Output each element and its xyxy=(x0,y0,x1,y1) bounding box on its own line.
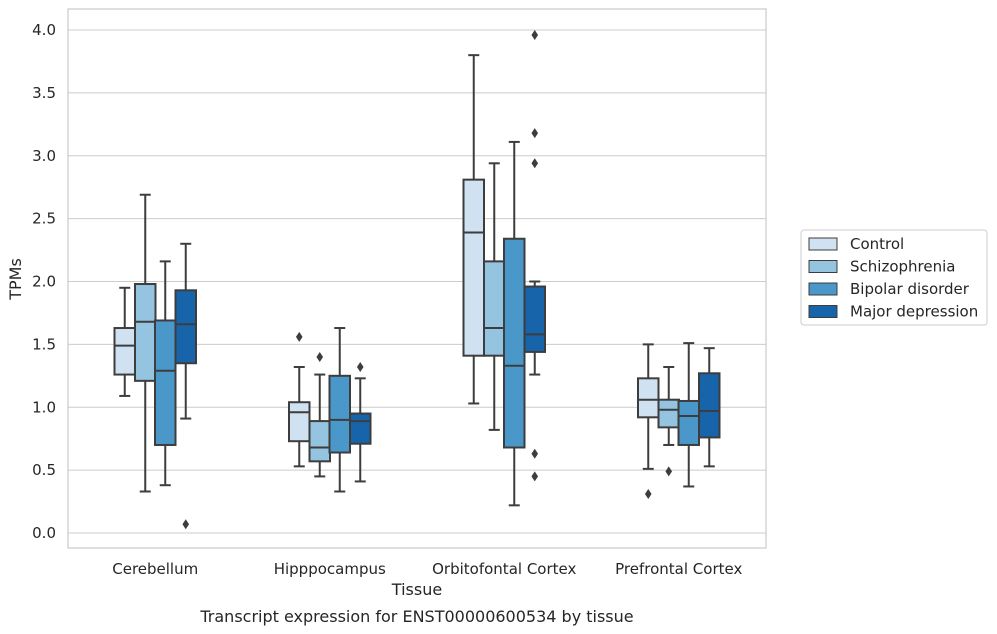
outlier-point xyxy=(531,128,539,139)
outlier-point xyxy=(356,362,364,373)
box-bipolar-disorder xyxy=(503,140,526,507)
outlier-point xyxy=(665,466,673,477)
box-schizophrenia xyxy=(483,162,506,431)
box-iqr xyxy=(134,283,157,382)
legend: Control Schizophrenia Bipolar disorder Majo… xyxy=(800,229,988,326)
outlier-point xyxy=(531,158,539,169)
y-tick-label: 1.0 xyxy=(32,398,56,416)
y-tick-label: 0.0 xyxy=(32,524,56,542)
box-iqr xyxy=(154,319,177,446)
box-schizophrenia xyxy=(657,366,680,477)
legend-label: Bipolar disorder xyxy=(850,280,970,298)
box-iqr xyxy=(113,327,136,376)
legend-swatch xyxy=(808,282,838,296)
legend-frame xyxy=(800,229,988,326)
outlier-point xyxy=(644,489,652,500)
box-iqr xyxy=(677,399,700,446)
box-control xyxy=(113,286,136,397)
legend-swatch xyxy=(808,260,838,273)
box-iqr xyxy=(328,374,351,454)
box-iqr xyxy=(637,377,660,419)
legend-label: Control xyxy=(850,235,904,253)
x-axis-title: Tissue xyxy=(391,580,442,599)
x-tick-label: Hipppocampus xyxy=(274,560,386,578)
box-iqr xyxy=(698,372,721,439)
box-schizophrenia xyxy=(308,351,331,478)
box-iqr xyxy=(503,237,526,449)
box-bipolar-disorder xyxy=(677,342,700,488)
outlier-point xyxy=(182,519,190,530)
y-tick-label: 4.0 xyxy=(32,21,56,39)
box-iqr xyxy=(462,178,485,357)
legend-label: Major depression xyxy=(850,303,978,321)
box-bipolar-disorder xyxy=(154,260,177,487)
box-bipolar-disorder xyxy=(328,327,351,493)
box-major-depression xyxy=(174,242,197,530)
box-iqr xyxy=(483,260,506,357)
y-axis-title: TPMs xyxy=(6,258,25,301)
y-tick-label: 3.0 xyxy=(32,147,56,165)
box-iqr xyxy=(349,412,372,445)
box-iqr xyxy=(523,285,546,353)
legend-swatch xyxy=(808,237,838,251)
outlier-point xyxy=(316,351,324,362)
box-iqr xyxy=(174,289,197,365)
legend-swatch xyxy=(808,305,838,318)
plot-frame xyxy=(67,8,767,549)
x-tick-label: Orbitofontal Cortex xyxy=(432,560,576,578)
box-control xyxy=(288,331,311,468)
x-tick-label: Prefrontal Cortex xyxy=(615,560,742,578)
y-tick-label: 1.5 xyxy=(32,335,56,353)
x-tick-label: Cerebellum xyxy=(112,560,198,578)
box-control xyxy=(637,343,660,500)
y-tick-label: 2.5 xyxy=(32,210,56,228)
y-tick-label: 2.0 xyxy=(32,273,56,291)
box-control xyxy=(462,54,485,405)
y-tick-label: 0.5 xyxy=(32,461,56,479)
x-tick-labels: Cerebellum Hipppocampus Orbitofontal Corte… xyxy=(112,560,742,578)
chart-caption: Transcript expression for ENST0000060053… xyxy=(199,607,633,626)
plot-boxes xyxy=(113,30,721,530)
outlier-point xyxy=(295,331,303,342)
y-tick-label: 3.5 xyxy=(32,84,56,102)
box-major-depression xyxy=(349,362,372,483)
y-tick-labels: 0.0 0.5 1.0 1.5 2.0 2.5 3.0 3.5 4.0 xyxy=(32,21,56,542)
box-iqr xyxy=(288,401,311,443)
box-major-depression xyxy=(698,347,721,468)
outlier-point xyxy=(531,30,539,41)
box-major-depression xyxy=(523,30,546,482)
outlier-point xyxy=(531,471,539,482)
box-iqr xyxy=(657,398,680,429)
gridlines xyxy=(68,29,766,534)
box-schizophrenia xyxy=(134,193,157,493)
outlier-point xyxy=(531,448,539,459)
legend-label: Schizophrenia xyxy=(850,258,955,276)
box-iqr xyxy=(308,420,331,463)
